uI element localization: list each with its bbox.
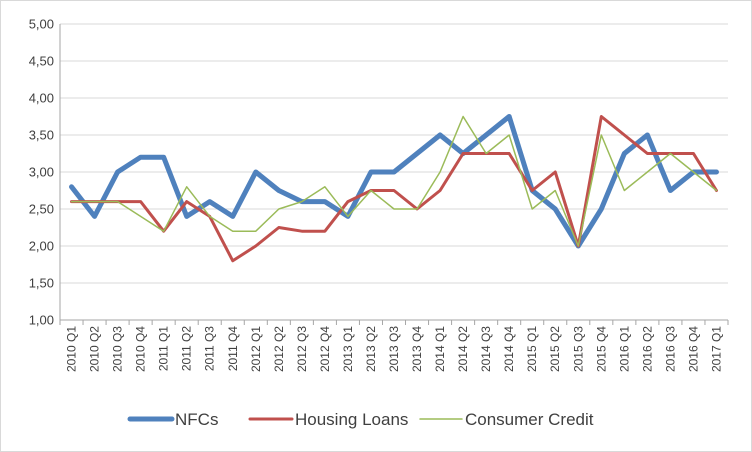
x-tick-label: 2015 Q2 [548, 326, 562, 372]
x-tick-label: 2011 Q1 [157, 326, 171, 371]
axes [59, 24, 729, 325]
x-tick-label: 2013 Q2 [364, 326, 378, 372]
x-tick-label: 2015 Q1 [525, 326, 539, 372]
x-tick-label: 2014 Q4 [502, 326, 516, 372]
x-tick-label: 2013 Q1 [341, 326, 355, 372]
x-tick-label: 2012 Q1 [249, 326, 263, 372]
y-tick-label: 1,50 [29, 276, 54, 291]
x-tick-label: 2016 Q3 [663, 326, 677, 372]
y-tick-label: 2,00 [29, 239, 54, 254]
x-tick-label: 2011 Q4 [226, 326, 240, 371]
x-tick-label: 2010 Q2 [88, 326, 102, 372]
x-tick-label: 2014 Q2 [456, 326, 470, 372]
x-tick-label: 2015 Q4 [594, 326, 608, 372]
legend: NFCs Housing Loans Consumer Credit [127, 410, 594, 429]
x-tick-label: 2010 Q1 [65, 326, 79, 372]
series-line-consumer-credit [70, 115, 718, 247]
x-tick-label: 2014 Q3 [479, 326, 493, 372]
y-tick-label: 4,00 [29, 91, 54, 106]
x-tick-label: 2016 Q1 [617, 326, 631, 372]
y-tick-label: 5,00 [29, 17, 54, 32]
x-tick-label: 2016 Q4 [686, 326, 700, 372]
legend-label: NFCs [175, 410, 218, 429]
legend-label: Consumer Credit [465, 410, 594, 429]
series-line-housing-loans [70, 115, 718, 263]
x-tick-label: 2010 Q3 [111, 326, 125, 372]
x-tick-label: 2014 Q1 [433, 326, 447, 372]
x-axis-tick-labels: 2010 Q1 2010 Q2 2010 Q3 2010 Q4 2011 Q1 2011 … [65, 326, 724, 372]
x-tick-label: 2013 Q4 [410, 326, 424, 372]
x-tick-label: 2017 Q1 [709, 326, 723, 372]
legend-label: Housing Loans [295, 410, 408, 429]
x-tick-label: 2010 Q4 [134, 326, 148, 372]
x-tick-label: 2012 Q4 [318, 326, 332, 372]
x-tick-label: 2016 Q2 [640, 326, 654, 372]
y-tick-label: 2,50 [29, 202, 54, 217]
series-line-nfcs [69, 114, 719, 249]
y-tick-label: 1,00 [29, 313, 54, 328]
y-tick-label: 4,50 [29, 54, 54, 69]
y-axis-tick-labels: 1,00 1,50 2,00 2,50 3,00 3,50 4,00 4,50 5,00 [29, 17, 54, 328]
x-tick-label: 2011 Q3 [203, 326, 217, 371]
series-lines [69, 114, 719, 263]
x-tick-label: 2013 Q3 [387, 326, 401, 372]
y-tick-label: 3,00 [29, 165, 54, 180]
x-tick-label: 2015 Q3 [571, 326, 585, 372]
x-tick-label: 2012 Q3 [295, 326, 309, 372]
y-tick-label: 3,50 [29, 128, 54, 143]
x-tick-label: 2012 Q2 [272, 326, 286, 372]
x-tick-label: 2011 Q2 [180, 326, 194, 371]
